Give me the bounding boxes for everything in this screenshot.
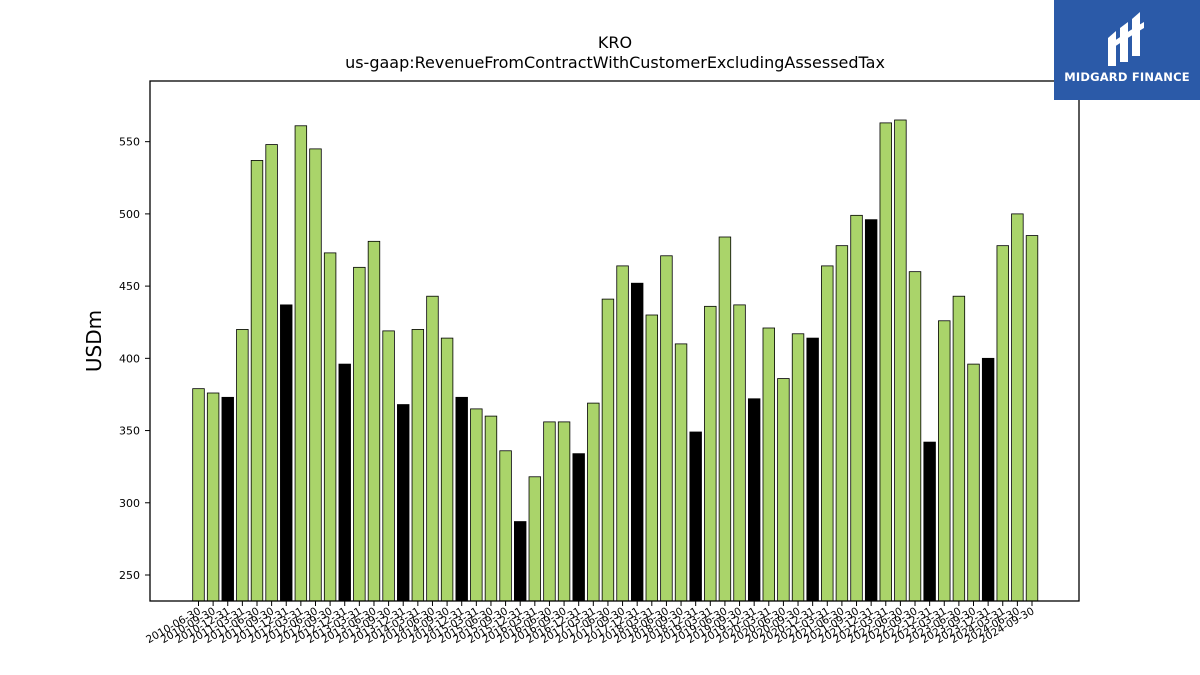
midgard-logo-icon bbox=[1108, 12, 1144, 66]
plot-frame bbox=[149, 80, 1080, 602]
bar-2012-03-31 bbox=[294, 125, 308, 602]
bar-2012-12-31 bbox=[338, 363, 351, 602]
chart-title: KRO bbox=[598, 33, 632, 52]
bar-2024-06-30 bbox=[1011, 213, 1024, 602]
bar-2019-03-31 bbox=[704, 305, 717, 602]
bar-2019-09-30 bbox=[733, 304, 746, 602]
bar-2012-09-30 bbox=[323, 252, 337, 602]
bar-2023-09-30 bbox=[967, 363, 980, 602]
y-tick-label: 250 bbox=[119, 569, 140, 582]
bar-2020-06-30 bbox=[777, 378, 790, 602]
bar-2021-06-30 bbox=[835, 245, 849, 602]
y-tick-label: 300 bbox=[119, 497, 140, 510]
bar-2019-06-30 bbox=[718, 236, 732, 602]
bar-2014-12-31 bbox=[455, 396, 468, 602]
bar-2015-12-31 bbox=[514, 521, 527, 602]
y-tick-label: 500 bbox=[119, 208, 140, 221]
bar-2010-09-30 bbox=[206, 392, 220, 602]
bar-2023-12-31 bbox=[981, 357, 995, 602]
y-tick-label: 350 bbox=[119, 425, 140, 438]
bar-2012-06-30 bbox=[309, 148, 322, 602]
bar-2015-03-31 bbox=[470, 408, 483, 602]
y-tick-label: 550 bbox=[119, 136, 140, 149]
bar-2019-12-31 bbox=[747, 398, 761, 602]
bar-2022-12-31 bbox=[923, 441, 936, 602]
bar-2016-12-31 bbox=[572, 453, 585, 602]
bar-2020-09-30 bbox=[791, 333, 805, 602]
bar-2014-09-30 bbox=[440, 337, 454, 602]
y-axis-label: USDm bbox=[82, 310, 106, 372]
brand-logo: MIDGARD FINANCE bbox=[1054, 0, 1200, 100]
bar-2018-09-30 bbox=[674, 343, 688, 602]
bar-2018-06-30 bbox=[660, 255, 673, 602]
bar-2022-09-30 bbox=[908, 271, 922, 602]
bar-2011-12-31 bbox=[280, 304, 293, 602]
bar-2016-06-30 bbox=[543, 421, 556, 602]
bar-2011-09-30 bbox=[265, 144, 278, 602]
brand-name: MIDGARD FINANCE bbox=[1064, 70, 1190, 84]
bar-2018-03-31 bbox=[645, 314, 659, 602]
bar-2011-03-31 bbox=[236, 329, 249, 602]
bar-2014-06-30 bbox=[426, 295, 439, 602]
bar-2022-06-30 bbox=[894, 119, 907, 602]
bar-2010-06-30 bbox=[192, 388, 205, 602]
bar-2011-06-30 bbox=[250, 160, 264, 602]
chart-subtitle: us-gaap:RevenueFromContractWithCustomerE… bbox=[345, 53, 885, 72]
bar-2017-06-30 bbox=[601, 298, 615, 602]
bar-2022-03-31 bbox=[879, 122, 892, 602]
bar-2015-09-30 bbox=[499, 450, 512, 602]
bar-2010-12-31 bbox=[221, 396, 234, 602]
bar-2016-09-30 bbox=[557, 421, 571, 602]
bar-2018-12-31 bbox=[689, 431, 702, 602]
bar-2017-09-30 bbox=[616, 265, 629, 602]
y-tick-label: 450 bbox=[119, 280, 140, 293]
bar-2013-03-31 bbox=[353, 266, 366, 602]
bars-group bbox=[192, 119, 1039, 602]
bar-2024-03-31 bbox=[996, 245, 1009, 602]
bar-2024-09-30 bbox=[1025, 235, 1039, 602]
y-tick-label: 400 bbox=[119, 352, 140, 365]
bar-2015-06-30 bbox=[484, 415, 498, 602]
bar-2013-09-30 bbox=[382, 330, 395, 602]
bar-2016-03-31 bbox=[528, 476, 542, 602]
bar-2021-12-31 bbox=[864, 219, 878, 602]
bar-2013-06-30 bbox=[367, 240, 381, 602]
bar-2014-03-31 bbox=[411, 329, 425, 602]
bar-2013-12-31 bbox=[397, 404, 410, 602]
x-ticks-group: 2010-06-302010-09-302010-12-312011-03-31… bbox=[144, 601, 1037, 646]
bar-2017-03-31 bbox=[587, 402, 600, 602]
bar-2021-03-31 bbox=[821, 265, 834, 602]
bar-2023-06-30 bbox=[952, 295, 966, 602]
bar-2023-03-31 bbox=[938, 320, 951, 602]
bar-2021-09-30 bbox=[850, 214, 863, 602]
bar-2020-03-31 bbox=[762, 327, 775, 602]
bar-2020-12-31 bbox=[806, 337, 819, 602]
bar-2017-12-31 bbox=[630, 282, 644, 602]
y-ticks-group: 250 300 350 400 450 500 550 bbox=[119, 136, 150, 582]
